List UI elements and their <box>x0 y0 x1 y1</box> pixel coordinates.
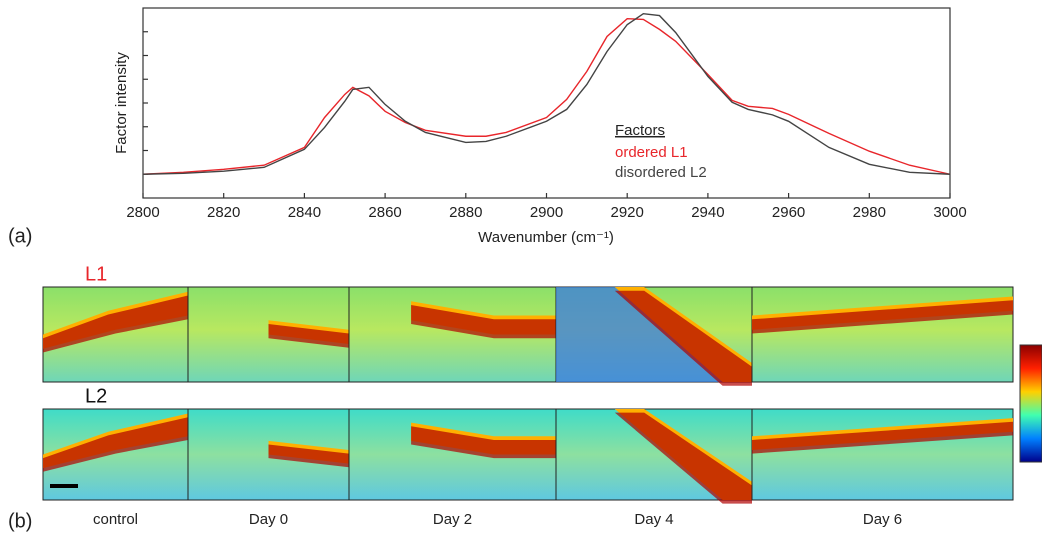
column-label: Day 2 <box>433 511 472 528</box>
data-line <box>142 17 951 175</box>
x-axis-label: Wavenumber (cm⁻¹) <box>478 229 614 246</box>
x-tick-label: 2960 <box>772 204 805 221</box>
row-label: L1 <box>85 263 107 285</box>
image-streak-core <box>411 305 556 339</box>
x-tick-label: 2800 <box>126 204 159 221</box>
colorbar <box>1019 344 1042 463</box>
column-label: control <box>93 511 138 528</box>
x-tick-label: 2880 <box>449 204 482 221</box>
row-label: L2 <box>85 385 107 407</box>
image-streak-core <box>752 421 1013 454</box>
image-streak-core <box>614 290 752 386</box>
x-tick-label: 2980 <box>853 204 886 221</box>
image-streak-core <box>411 426 556 459</box>
image-streak-core <box>268 444 349 468</box>
image-streak-core <box>268 324 349 348</box>
x-tick-label: 3000 <box>933 204 966 221</box>
image-streak-core <box>43 295 188 353</box>
x-tick-label: 2840 <box>288 204 321 221</box>
image-streak-core <box>43 417 188 472</box>
x-tick-label: 2920 <box>611 204 644 221</box>
column-label: Day 0 <box>249 511 288 528</box>
image-streak-core <box>614 412 752 504</box>
y-axis-label: Factor intensity <box>113 52 130 154</box>
legend-entry: disordered L2 <box>615 164 707 181</box>
column-label: Day 4 <box>634 511 673 528</box>
x-tick-label: 2860 <box>368 204 401 221</box>
x-tick-label: 2940 <box>691 204 724 221</box>
image-panels: L1 L2 control Day 0 Day 2 Day 4 Day 6 <box>42 263 1014 528</box>
plot-frame <box>142 7 951 199</box>
x-tick-label: 2820 <box>207 204 240 221</box>
column-label: Day 6 <box>863 511 902 528</box>
legend-entry: ordered L1 <box>615 144 688 161</box>
panel-label: (b) <box>8 510 32 532</box>
image-streak-core <box>752 300 1013 334</box>
panel-label: (a) <box>8 225 32 247</box>
legend-title: Factors <box>615 122 665 139</box>
x-tick-label: 2900 <box>530 204 563 221</box>
image-panel <box>348 408 557 501</box>
data-line <box>142 12 951 175</box>
